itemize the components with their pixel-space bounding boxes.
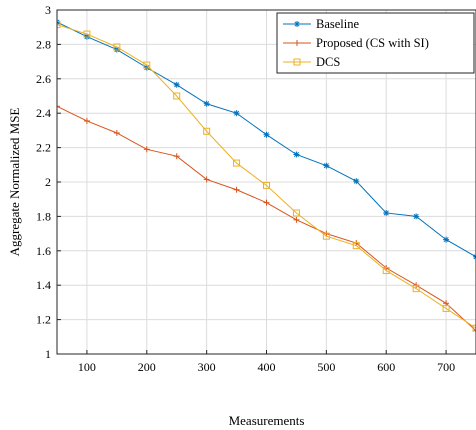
data-point xyxy=(412,285,420,293)
legend-item: Proposed (CS with SI) xyxy=(283,36,429,50)
data-point xyxy=(352,242,360,250)
legend-label: DCS xyxy=(316,55,340,69)
data-point xyxy=(442,304,450,312)
data-point xyxy=(323,162,330,169)
legend-label: Baseline xyxy=(316,17,359,31)
y-tick-label: 2.2 xyxy=(36,141,51,155)
data-point xyxy=(322,232,330,240)
y-tick-label: 1 xyxy=(45,347,51,361)
data-point xyxy=(263,181,270,189)
series-1 xyxy=(57,19,476,260)
y-tick-label: 2.4 xyxy=(36,106,51,120)
data-point xyxy=(293,151,300,158)
legend-label: Proposed (CS with SI) xyxy=(316,36,429,50)
series-layer xyxy=(57,19,476,334)
data-point xyxy=(443,236,450,243)
y-tick-label: 3 xyxy=(45,3,51,17)
legend-marker xyxy=(294,40,300,46)
series-line xyxy=(57,24,476,329)
data-point xyxy=(143,61,151,69)
x-tick-label: 300 xyxy=(198,360,216,374)
data-point xyxy=(113,43,121,51)
data-point xyxy=(263,131,270,138)
data-point xyxy=(472,324,476,332)
y-tick-label: 1.6 xyxy=(36,244,51,258)
x-tick-label: 400 xyxy=(258,360,276,374)
y-tick-label: 1.4 xyxy=(36,278,51,292)
tick-marks xyxy=(57,9,447,355)
data-point xyxy=(203,176,210,183)
y-tick-label: 2.8 xyxy=(36,37,51,51)
x-tick-label: 500 xyxy=(317,360,335,374)
data-point xyxy=(203,100,210,107)
data-point xyxy=(382,267,390,275)
data-point xyxy=(83,117,90,124)
data-point xyxy=(113,129,120,136)
x-tick-label: 200 xyxy=(138,360,156,374)
data-point xyxy=(292,209,300,217)
data-point xyxy=(233,186,240,193)
x-tick-label: 700 xyxy=(437,360,455,374)
data-point xyxy=(473,253,476,260)
data-point xyxy=(173,153,180,160)
data-point xyxy=(353,178,360,185)
legend-item: Baseline xyxy=(283,17,359,31)
data-point xyxy=(143,146,150,153)
y-tick-label: 1.8 xyxy=(36,209,51,223)
data-point xyxy=(173,81,180,88)
data-point xyxy=(203,127,211,135)
data-point xyxy=(57,103,60,110)
data-point xyxy=(413,213,420,220)
data-point xyxy=(383,209,390,216)
legend-item: DCS xyxy=(283,55,340,69)
y-axis-title: Aggregate Normalized MSE xyxy=(7,108,22,257)
legend-marker xyxy=(293,58,301,66)
data-point xyxy=(263,199,270,206)
y-tick-labels: 1 1.2 1.4 1.6 1.8 2 2.2 2.4 2.6 2.8 3 xyxy=(36,3,51,361)
x-tick-label: 100 xyxy=(78,360,96,374)
y-tick-label: 1.2 xyxy=(36,313,51,327)
x-tick-labels: 100 200 300 400 500 600 700 xyxy=(78,360,455,374)
legend: Baseline Proposed (CS with SI) DCS xyxy=(276,12,475,74)
data-point xyxy=(57,21,61,29)
data-point xyxy=(293,216,300,223)
series-3 xyxy=(57,21,476,332)
y-tick-label: 2.6 xyxy=(36,72,51,86)
x-tick-label: 600 xyxy=(377,360,395,374)
legend-marker xyxy=(294,21,300,27)
series-2 xyxy=(57,103,476,334)
data-point xyxy=(83,30,91,38)
data-point xyxy=(173,92,181,100)
data-point xyxy=(233,159,241,167)
x-axis-title: Measurements xyxy=(229,413,305,428)
data-point xyxy=(233,110,240,117)
y-tick-label: 2 xyxy=(45,175,51,189)
